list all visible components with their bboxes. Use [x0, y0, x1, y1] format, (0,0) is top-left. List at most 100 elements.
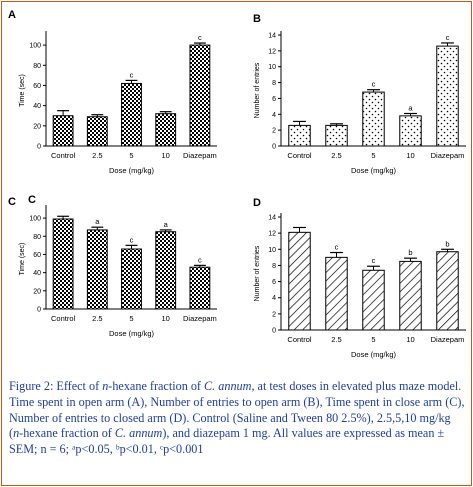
y-tick-label: 20 — [33, 288, 41, 295]
x-tick-label: Control — [287, 151, 312, 160]
y-tick-label: 14 — [268, 215, 276, 222]
significance-label: c — [372, 80, 376, 89]
x-tick-label: Diazepam — [431, 151, 465, 160]
bar-10 — [399, 260, 422, 331]
y-tick-label: 2 — [272, 128, 276, 135]
bar-diazepam — [189, 44, 211, 147]
y-tick-label: 60 — [33, 83, 41, 90]
bar-2-5 — [86, 116, 108, 147]
bar-control — [52, 218, 74, 310]
y-tick-label: 4 — [272, 112, 276, 119]
x-tick-label: 10 — [406, 335, 414, 344]
y-axis-label: Time (sec) — [19, 74, 26, 107]
x-tick-label: 2.5 — [331, 151, 341, 160]
y-tick-label: 10 — [268, 247, 276, 254]
bar-2-5 — [325, 256, 348, 331]
x-tick-label: 2.5 — [92, 314, 102, 323]
y-tick-label: 2 — [272, 311, 276, 318]
panel-label: C — [8, 196, 16, 208]
x-tick-label: Control — [51, 314, 76, 323]
x-tick-label: 5 — [129, 314, 133, 323]
panel-label-inner: C — [28, 194, 36, 206]
y-axis-label: Number of entries — [254, 245, 261, 301]
significance-label: a — [164, 220, 169, 229]
y-tick-label: 40 — [33, 270, 41, 277]
x-axis-label: Dose (mg/kg) — [109, 329, 155, 338]
bar-diazepam — [436, 45, 459, 147]
y-tick-label: 0 — [37, 144, 41, 151]
x-tick-label: 5 — [129, 151, 133, 160]
significance-label: c — [335, 243, 339, 252]
y-tick-label: 8 — [272, 80, 276, 87]
y-tick-label: 6 — [272, 279, 276, 286]
bar-10 — [155, 113, 177, 147]
panel-label: B — [253, 13, 261, 25]
bar-10 — [399, 115, 422, 147]
significance-label: c — [198, 33, 202, 42]
x-axis-label: Dose (mg/kg) — [351, 166, 397, 175]
x-tick-label: Diazepam — [183, 314, 217, 323]
y-tick-label: 60 — [33, 252, 41, 259]
x-tick-label: 10 — [162, 314, 170, 323]
significance-label: c — [130, 70, 134, 79]
x-tick-label: Diazepam — [183, 151, 217, 160]
significance-label: a — [95, 217, 100, 226]
y-tick-label: 14 — [268, 33, 276, 40]
bar-10 — [155, 231, 177, 310]
x-tick-label: 2.5 — [92, 151, 102, 160]
significance-label: c — [130, 235, 134, 244]
panel-label: A — [8, 9, 16, 21]
y-tick-label: 6 — [272, 96, 276, 103]
y-tick-label: 8 — [272, 263, 276, 270]
bar-diazepam — [436, 251, 459, 331]
y-axis-label: Time (sec) — [19, 243, 26, 276]
significance-label: b — [445, 239, 449, 248]
bar-5 — [362, 269, 385, 331]
x-tick-label: 5 — [371, 335, 375, 344]
bar-control — [52, 115, 74, 147]
y-tick-label: 40 — [33, 103, 41, 110]
y-tick-label: 0 — [37, 307, 41, 314]
bar-2-5 — [86, 229, 108, 310]
x-tick-label: 5 — [371, 151, 375, 160]
x-tick-label: Control — [287, 335, 312, 344]
significance-label: c — [198, 255, 202, 264]
bar-diazepam — [189, 266, 211, 310]
significance-label: c — [372, 256, 376, 265]
bar-5 — [121, 248, 142, 310]
y-tick-label: 20 — [33, 123, 41, 130]
y-tick-label: 12 — [268, 231, 276, 238]
x-tick-label: Control — [51, 151, 76, 160]
y-tick-label: 100 — [29, 216, 41, 223]
y-tick-label: 0 — [272, 144, 276, 151]
x-axis-label: Dose (mg/kg) — [351, 350, 397, 359]
significance-label: a — [408, 103, 413, 112]
x-axis-label: Dose (mg/kg) — [109, 166, 155, 175]
chart-panel-c: C C 0 20 40 60 80 100 Time (sec) Control a 2.5 c 5 a 10… — [8, 194, 217, 338]
x-tick-label: 10 — [406, 151, 414, 160]
chart-panel-d: D 0 2 4 6 8 10 12 14 Number of entries Control c 2.5… — [253, 197, 466, 359]
bar-2-5 — [325, 124, 348, 147]
y-tick-label: 80 — [33, 63, 41, 70]
significance-label: b — [408, 248, 412, 257]
figure-caption: Figure 2: Effect of n-hexane fraction of… — [9, 379, 465, 457]
y-tick-label: 0 — [272, 328, 276, 335]
bar-control — [288, 231, 311, 331]
panel-label: D — [253, 197, 261, 209]
chart-panel-a: A 0 20 40 60 80 100 Time (sec) Control 2.5 c 5 10 c Di… — [8, 9, 217, 175]
x-tick-label: Diazepam — [431, 335, 465, 344]
y-axis-label: Number of entries — [254, 62, 261, 118]
chart-panel-b: B 0 2 4 6 8 10 12 14 Number of entries Control 2.5 c… — [253, 13, 466, 175]
y-tick-label: 12 — [268, 48, 276, 55]
bar-5 — [362, 91, 385, 147]
x-tick-label: 2.5 — [331, 335, 341, 344]
y-tick-label: 10 — [268, 64, 276, 71]
y-tick-label: 80 — [33, 234, 41, 241]
y-tick-label: 4 — [272, 295, 276, 302]
bar-5 — [121, 82, 142, 147]
y-tick-label: 100 — [29, 43, 41, 50]
significance-label: c — [446, 33, 450, 42]
x-tick-label: 10 — [162, 151, 170, 160]
